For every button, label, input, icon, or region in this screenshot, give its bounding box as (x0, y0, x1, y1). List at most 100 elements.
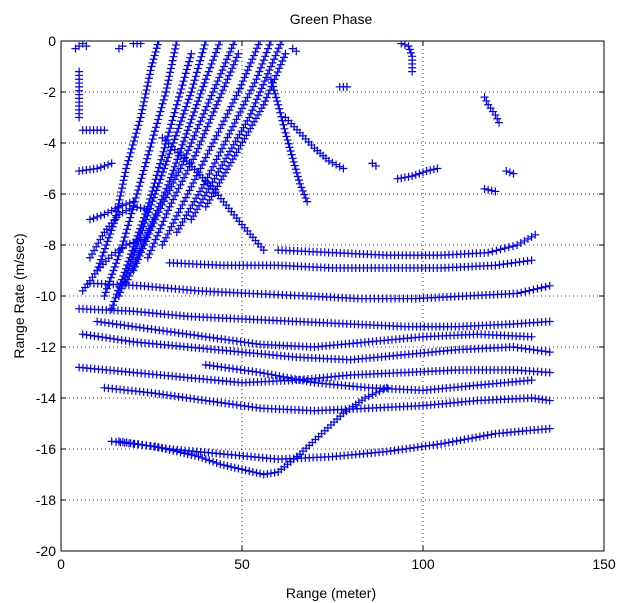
data-point (107, 226, 116, 235)
data-point (165, 128, 174, 137)
data-point (227, 144, 236, 153)
data-point (100, 244, 109, 253)
data-point (158, 151, 167, 160)
data-point (230, 463, 239, 472)
data-point (176, 88, 185, 97)
data-point (96, 163, 105, 172)
data-point (174, 208, 183, 217)
data-point (112, 259, 121, 268)
data-point (154, 179, 163, 188)
data-point (198, 48, 207, 57)
data-point (178, 200, 187, 209)
data-point (263, 469, 272, 478)
data-point (197, 184, 206, 193)
series-20 (172, 41, 275, 237)
data-point (545, 424, 554, 433)
series-31 (114, 42, 127, 53)
data-point (248, 82, 257, 91)
data-point (174, 124, 183, 133)
data-point (483, 431, 492, 440)
data-point (265, 66, 274, 75)
series-27 (266, 75, 312, 206)
data-point (147, 139, 156, 147)
data-point (196, 187, 205, 196)
data-point (243, 66, 252, 75)
data-point (186, 204, 195, 213)
data-point (266, 41, 275, 45)
data-point (267, 370, 276, 379)
series-6 (75, 304, 554, 331)
data-point (217, 175, 226, 184)
data-point (527, 332, 536, 341)
data-point (491, 187, 500, 196)
data-point (156, 175, 165, 184)
data-point (140, 162, 149, 171)
data-point (118, 208, 127, 217)
data-point (190, 76, 199, 85)
data-point (262, 73, 271, 82)
data-point (158, 99, 167, 108)
data-point (179, 77, 188, 86)
data-point (523, 234, 532, 243)
data-point (117, 284, 126, 293)
data-point (492, 246, 501, 255)
data-point (220, 82, 229, 91)
data-point (210, 135, 219, 144)
series-2 (114, 424, 554, 464)
data-point (150, 51, 159, 60)
data-point (181, 169, 190, 178)
data-point (205, 95, 214, 104)
data-point (257, 84, 266, 93)
data-point (239, 100, 248, 109)
data-point (214, 128, 223, 137)
data-point (228, 98, 237, 107)
data-point (263, 69, 272, 78)
data-point (444, 438, 453, 447)
data-point (265, 41, 274, 49)
data-point (182, 65, 191, 74)
series-35 (75, 159, 116, 176)
data-point (306, 377, 315, 386)
data-point (216, 164, 225, 173)
data-point (170, 108, 179, 117)
data-point (201, 455, 210, 464)
data-point (201, 75, 210, 84)
data-point (193, 124, 202, 133)
data-point (301, 194, 310, 203)
data-point (199, 109, 208, 118)
data-point (171, 131, 180, 140)
data-point (170, 48, 179, 57)
data-point (212, 171, 221, 180)
data-point (204, 98, 213, 107)
data-point (174, 184, 183, 193)
data-point (278, 57, 287, 66)
data-point (156, 159, 165, 168)
data-point (210, 52, 219, 61)
data-point (248, 467, 257, 476)
data-point (199, 180, 208, 189)
data-point (108, 270, 117, 279)
data-point (101, 288, 110, 297)
data-point (270, 86, 279, 95)
data-point (176, 180, 185, 189)
data-point (233, 133, 242, 142)
data-point (236, 108, 245, 117)
data-point (160, 197, 169, 206)
data-point (166, 64, 175, 73)
data-point (221, 168, 230, 177)
data-point (496, 245, 505, 254)
data-point (171, 191, 180, 200)
data-point (146, 142, 155, 151)
y-tick-label: -10 (36, 288, 56, 304)
data-point (154, 41, 163, 45)
data-point (151, 123, 160, 132)
data-point (245, 89, 254, 98)
data-point (111, 204, 120, 213)
data-point (275, 372, 284, 381)
data-point (182, 129, 191, 138)
data-point (110, 262, 119, 271)
data-point (100, 161, 109, 170)
data-point (178, 218, 187, 227)
data-point (209, 457, 218, 466)
data-point (100, 126, 109, 135)
